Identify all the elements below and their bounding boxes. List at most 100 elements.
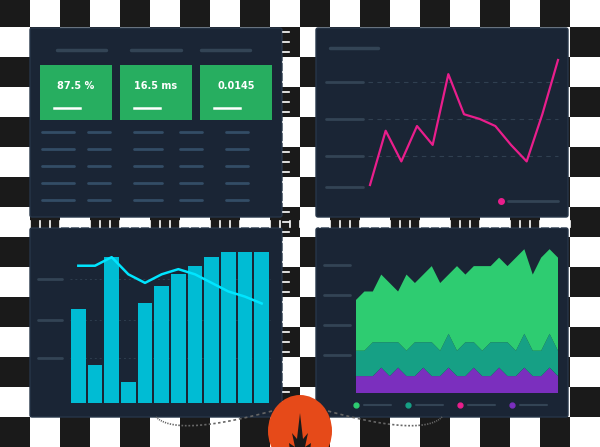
Bar [205,257,219,403]
Bar [270,207,300,237]
Bar [238,252,253,403]
Bar [120,65,192,120]
Bar [60,237,90,267]
Bar [300,357,330,387]
Ellipse shape [268,395,332,447]
Bar [60,177,90,207]
Bar [420,357,450,387]
Bar [180,0,210,27]
Bar [390,87,420,117]
Bar [0,0,30,27]
Bar [0,297,30,327]
Bar [420,0,450,27]
Bar [390,267,420,297]
Bar [137,304,152,403]
Bar [150,87,180,117]
Bar [420,57,450,87]
Bar [570,267,600,297]
Bar [420,237,450,267]
Bar [150,387,180,417]
Bar [540,237,570,267]
Bar [0,57,30,87]
Bar [510,207,540,237]
Bar [90,207,120,237]
Bar [210,207,240,237]
FancyBboxPatch shape [30,28,282,217]
Bar [120,237,150,267]
Bar [450,387,480,417]
Bar [540,297,570,327]
Bar [480,237,510,267]
Bar [420,177,450,207]
Bar [180,177,210,207]
Bar [150,147,180,177]
Bar [540,117,570,147]
Polygon shape [356,249,558,351]
Bar [510,267,540,297]
Bar [450,207,480,237]
Polygon shape [356,334,558,376]
Bar [330,87,360,117]
Bar [270,147,300,177]
Bar [330,267,360,297]
Bar [90,27,120,57]
Bar [180,57,210,87]
Bar [240,237,270,267]
Bar [270,27,300,57]
Bar [300,117,330,147]
Bar [270,387,300,417]
Bar [240,297,270,327]
Bar [90,87,120,117]
Bar [420,417,450,447]
Text: 16.5 ms: 16.5 ms [134,81,178,91]
Bar [210,27,240,57]
Bar [30,27,60,57]
Bar [210,387,240,417]
Bar [330,147,360,177]
Bar [390,147,420,177]
FancyBboxPatch shape [316,28,568,217]
Bar [450,27,480,57]
Bar [180,117,210,147]
Bar [540,0,570,27]
Bar [330,387,360,417]
Bar [30,147,60,177]
Bar [390,327,420,357]
Bar [120,0,150,27]
Bar [150,27,180,57]
Bar [300,177,330,207]
Bar [570,87,600,117]
Bar [60,357,90,387]
Bar [240,357,270,387]
Bar [450,147,480,177]
Bar [270,267,300,297]
Bar [480,297,510,327]
Bar [300,237,330,267]
Bar [30,267,60,297]
Bar [150,267,180,297]
Bar [570,207,600,237]
Bar [300,297,330,327]
Bar [88,365,103,403]
Bar [570,387,600,417]
Bar [210,267,240,297]
Bar [330,27,360,57]
Bar [360,0,390,27]
Bar [270,87,300,117]
Bar [360,297,390,327]
Bar [300,417,330,447]
Bar [450,267,480,297]
Bar [60,0,90,27]
Bar [254,252,269,403]
Bar [30,327,60,357]
Bar [240,417,270,447]
Bar [180,357,210,387]
Polygon shape [289,413,311,447]
Bar [570,327,600,357]
Bar [240,57,270,87]
Bar [360,357,390,387]
Bar [120,177,150,207]
Bar [60,57,90,87]
FancyBboxPatch shape [316,228,568,417]
Bar [90,147,120,177]
